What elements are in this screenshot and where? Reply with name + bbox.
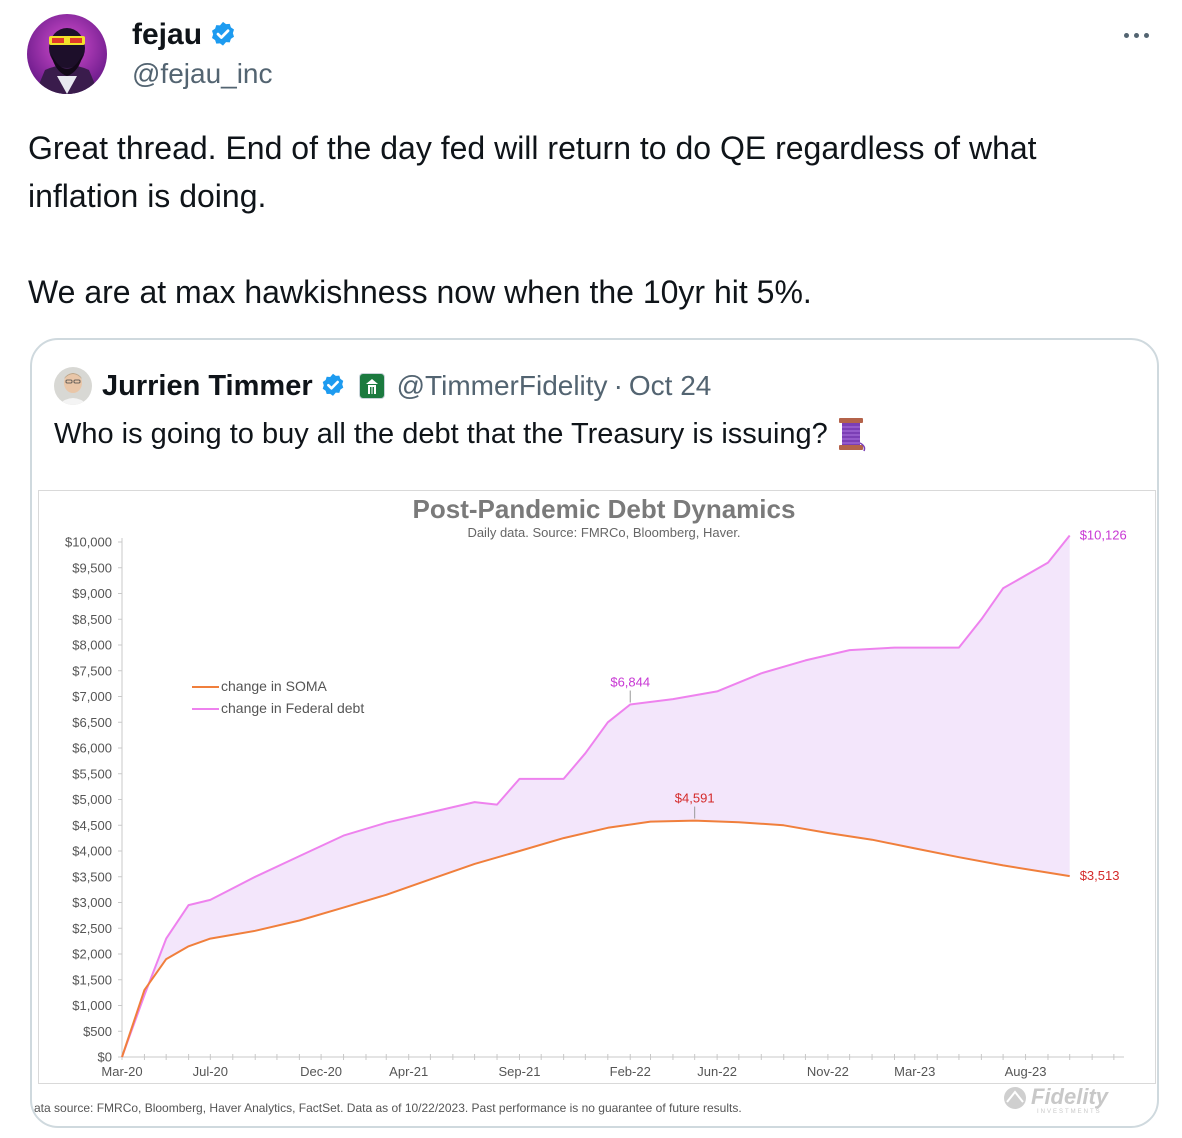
y-tick-label: $8,500 bbox=[72, 612, 112, 627]
x-tick-label: Nov-22 bbox=[807, 1064, 849, 1079]
x-tick-label: Mar-20 bbox=[101, 1064, 142, 1079]
chart-frame bbox=[38, 490, 1156, 1084]
y-tick-label: $6,000 bbox=[72, 741, 112, 756]
avatar-sunglasses-icon bbox=[27, 14, 107, 94]
y-tick-label: $9,500 bbox=[72, 560, 112, 575]
author-avatar[interactable] bbox=[27, 14, 107, 94]
y-tick-label: $2,000 bbox=[72, 947, 112, 962]
x-tick-label: Sep-21 bbox=[499, 1064, 541, 1079]
chart-footnote: ata source: FMRCo, Bloomberg, Haver Anal… bbox=[34, 1101, 742, 1115]
chart-subtitle: Daily data. Source: FMRCo, Bloomberg, Ha… bbox=[467, 525, 740, 540]
gap-fill-area bbox=[122, 535, 1070, 1057]
chart-image[interactable]: Post-Pandemic Debt Dynamics Daily data. … bbox=[34, 490, 1156, 1120]
author-block: fejau @fejau_inc bbox=[132, 14, 273, 92]
y-tick-label: $0 bbox=[98, 1050, 112, 1065]
y-tick-label: $4,000 bbox=[72, 844, 112, 859]
x-tick-label: Apr-21 bbox=[389, 1064, 428, 1079]
quote-tweet-card[interactable]: Jurrien Timmer @TimmerFidelity · Oct 24 … bbox=[30, 338, 1159, 1128]
more-dot bbox=[1123, 32, 1129, 38]
y-tick-label: $3,000 bbox=[72, 895, 112, 910]
series-line-federal-debt bbox=[121, 534, 1071, 1058]
y-tick-label: $7,000 bbox=[72, 689, 112, 704]
more-dot bbox=[1143, 32, 1149, 38]
more-options-icon[interactable] bbox=[1116, 18, 1156, 52]
fidelity-logo: Fidelity INVESTMENTS bbox=[1004, 1084, 1110, 1114]
author-name-row: fejau bbox=[132, 14, 273, 56]
chart-svg: Post-Pandemic Debt Dynamics Daily data. … bbox=[65, 494, 1127, 1079]
fidelity-affiliate-icon[interactable] bbox=[358, 373, 385, 399]
annotation-label: $10,126 bbox=[1080, 528, 1127, 543]
x-tick-label: Jun-22 bbox=[697, 1064, 737, 1079]
quote-text-row: Who is going to buy all the debt that th… bbox=[54, 414, 866, 454]
y-tick-label: $6,500 bbox=[72, 715, 112, 730]
x-tick-label: Dec-20 bbox=[300, 1064, 342, 1079]
author-name[interactable]: fejau bbox=[132, 18, 203, 51]
legend-label-debt: change in Federal debt bbox=[221, 700, 364, 716]
chart-legend: change in SOMA change in Federal debt bbox=[192, 678, 364, 716]
series-layer bbox=[121, 534, 1071, 1058]
y-axis: $0 $500 $1,000 $1,500 $2,000 $2,500 $3,000 $3,5… bbox=[65, 535, 123, 1065]
y-tick-label: $9,000 bbox=[72, 586, 112, 601]
y-tick-label: $10,000 bbox=[65, 535, 112, 550]
legend-label-soma: change in SOMA bbox=[221, 678, 327, 694]
tweet-text: Great thread. End of the day fed will re… bbox=[28, 130, 1037, 310]
annotation-label: $4,591 bbox=[675, 791, 715, 806]
quote-author-handle[interactable]: @TimmerFidelity bbox=[396, 370, 608, 401]
svg-text:Fidelity: Fidelity bbox=[1031, 1084, 1110, 1109]
y-tick-label: $4,500 bbox=[72, 818, 112, 833]
y-tick-label: $8,000 bbox=[72, 638, 112, 653]
quote-separator: · bbox=[613, 370, 623, 401]
annotation-label: $3,513 bbox=[1080, 868, 1120, 883]
svg-text:INVESTMENTS: INVESTMENTS bbox=[1037, 1109, 1102, 1114]
y-tick-label: $5,500 bbox=[72, 766, 112, 781]
quote-date[interactable]: Oct 24 bbox=[628, 370, 712, 401]
author-handle[interactable]: @fejau_inc bbox=[132, 58, 273, 89]
y-tick-label: $7,500 bbox=[72, 663, 112, 678]
y-tick-label: $1,000 bbox=[72, 998, 112, 1013]
gap-fill bbox=[122, 535, 1070, 1057]
y-tick-label: $2,500 bbox=[72, 921, 112, 936]
x-tick-label: Aug-23 bbox=[1005, 1064, 1047, 1079]
quote-author-name[interactable]: Jurrien Timmer bbox=[102, 369, 313, 402]
y-tick-label: $3,500 bbox=[72, 869, 112, 884]
quote-verified-badge-icon bbox=[322, 373, 343, 396]
x-tick-label: Jul-20 bbox=[193, 1064, 228, 1079]
verified-badge-icon bbox=[212, 21, 235, 46]
quote-text: Who is going to buy all the debt that th… bbox=[54, 418, 828, 450]
chart-title: Post-Pandemic Debt Dynamics bbox=[413, 494, 796, 524]
annotation-layer: $6,844 $4,591 $10,126 $3,513 bbox=[610, 528, 1126, 884]
y-tick-label: $500 bbox=[83, 1024, 112, 1039]
more-dot bbox=[1133, 32, 1139, 38]
x-tick-label: Feb-22 bbox=[610, 1064, 651, 1079]
quote-avatar-icon bbox=[54, 367, 92, 405]
y-tick-label: $5,000 bbox=[72, 792, 112, 807]
annotation-label: $6,844 bbox=[610, 675, 650, 690]
y-tick-label: $1,500 bbox=[72, 972, 112, 987]
x-tick-label: Mar-23 bbox=[894, 1064, 935, 1079]
thread-spool-icon bbox=[838, 418, 866, 452]
x-axis: Mar-20 Jul-20 Dec-20 Apr-21 Sep-21 Feb-22 Jun-… bbox=[101, 1054, 1124, 1079]
quote-author-avatar[interactable] bbox=[54, 367, 92, 405]
series-line-soma bbox=[121, 819, 1070, 1058]
fidelity-affiliate-mark bbox=[365, 379, 378, 394]
quote-header: Jurrien Timmer @TimmerFidelity · Oct 24 bbox=[54, 366, 711, 406]
